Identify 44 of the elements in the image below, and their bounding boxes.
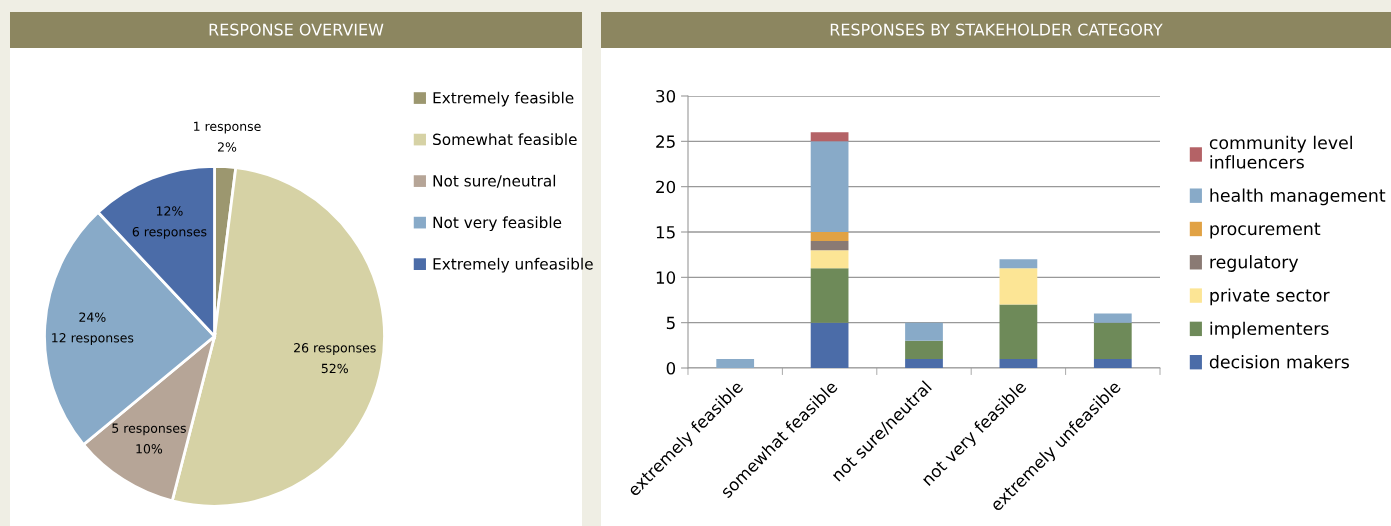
bar — [810, 132, 849, 142]
legend-label: community level influencers — [1209, 135, 1352, 169]
bar — [1093, 322, 1132, 359]
bar — [1093, 358, 1132, 368]
legend-label: procurement — [1210, 222, 1321, 239]
legend-label: implementers — [1210, 321, 1329, 339]
bar — [905, 340, 943, 359]
chart-title: RESPONSE OVERVIEW — [209, 23, 384, 36]
legend-label: Extremely feasible — [433, 91, 574, 107]
legend-label: private sector — [1210, 288, 1330, 306]
bar — [810, 268, 849, 323]
bar — [810, 241, 849, 251]
data-label: 24% 12 responses — [52, 312, 134, 345]
bar — [905, 358, 943, 368]
data-label: 12% 6 responses — [132, 206, 207, 239]
legend-label: regulatory — [1210, 255, 1299, 272]
legend-label: health management — [1210, 188, 1386, 206]
bar — [810, 322, 849, 368]
legend-label: decision makers — [1209, 354, 1349, 369]
bar — [905, 322, 943, 341]
y-tick-label: 15 — [656, 226, 675, 239]
y-tick-label: 30 — [656, 89, 676, 103]
legend-label: Not very feasible — [433, 216, 562, 232]
bar — [999, 259, 1038, 269]
y-tick-label: 5 — [666, 316, 675, 330]
y-tick-label: 0 — [666, 361, 676, 375]
y-tick-label: 10 — [656, 271, 676, 284]
y-tick-label: 25 — [656, 135, 675, 148]
bar — [999, 304, 1038, 359]
chart-title: RESPONSES BY STAKEHOLDER CATEGORY — [830, 23, 1163, 36]
legend-label: Somewhat feasible — [433, 133, 577, 146]
data-label: 5 responses 10% — [112, 423, 186, 454]
bar — [810, 250, 849, 269]
bar — [999, 268, 1038, 305]
bar — [716, 358, 755, 368]
bar — [999, 358, 1038, 368]
legend-label: Not sure/neutral — [433, 174, 556, 188]
bar — [1093, 313, 1132, 323]
y-tick-label: 20 — [656, 180, 676, 194]
data-label: 26 responses 52% — [294, 343, 376, 374]
legend-label: Extremely unfeasible — [433, 257, 593, 273]
data-label: 1 response 2% — [194, 121, 261, 152]
bar — [810, 141, 849, 232]
bar — [810, 232, 849, 242]
